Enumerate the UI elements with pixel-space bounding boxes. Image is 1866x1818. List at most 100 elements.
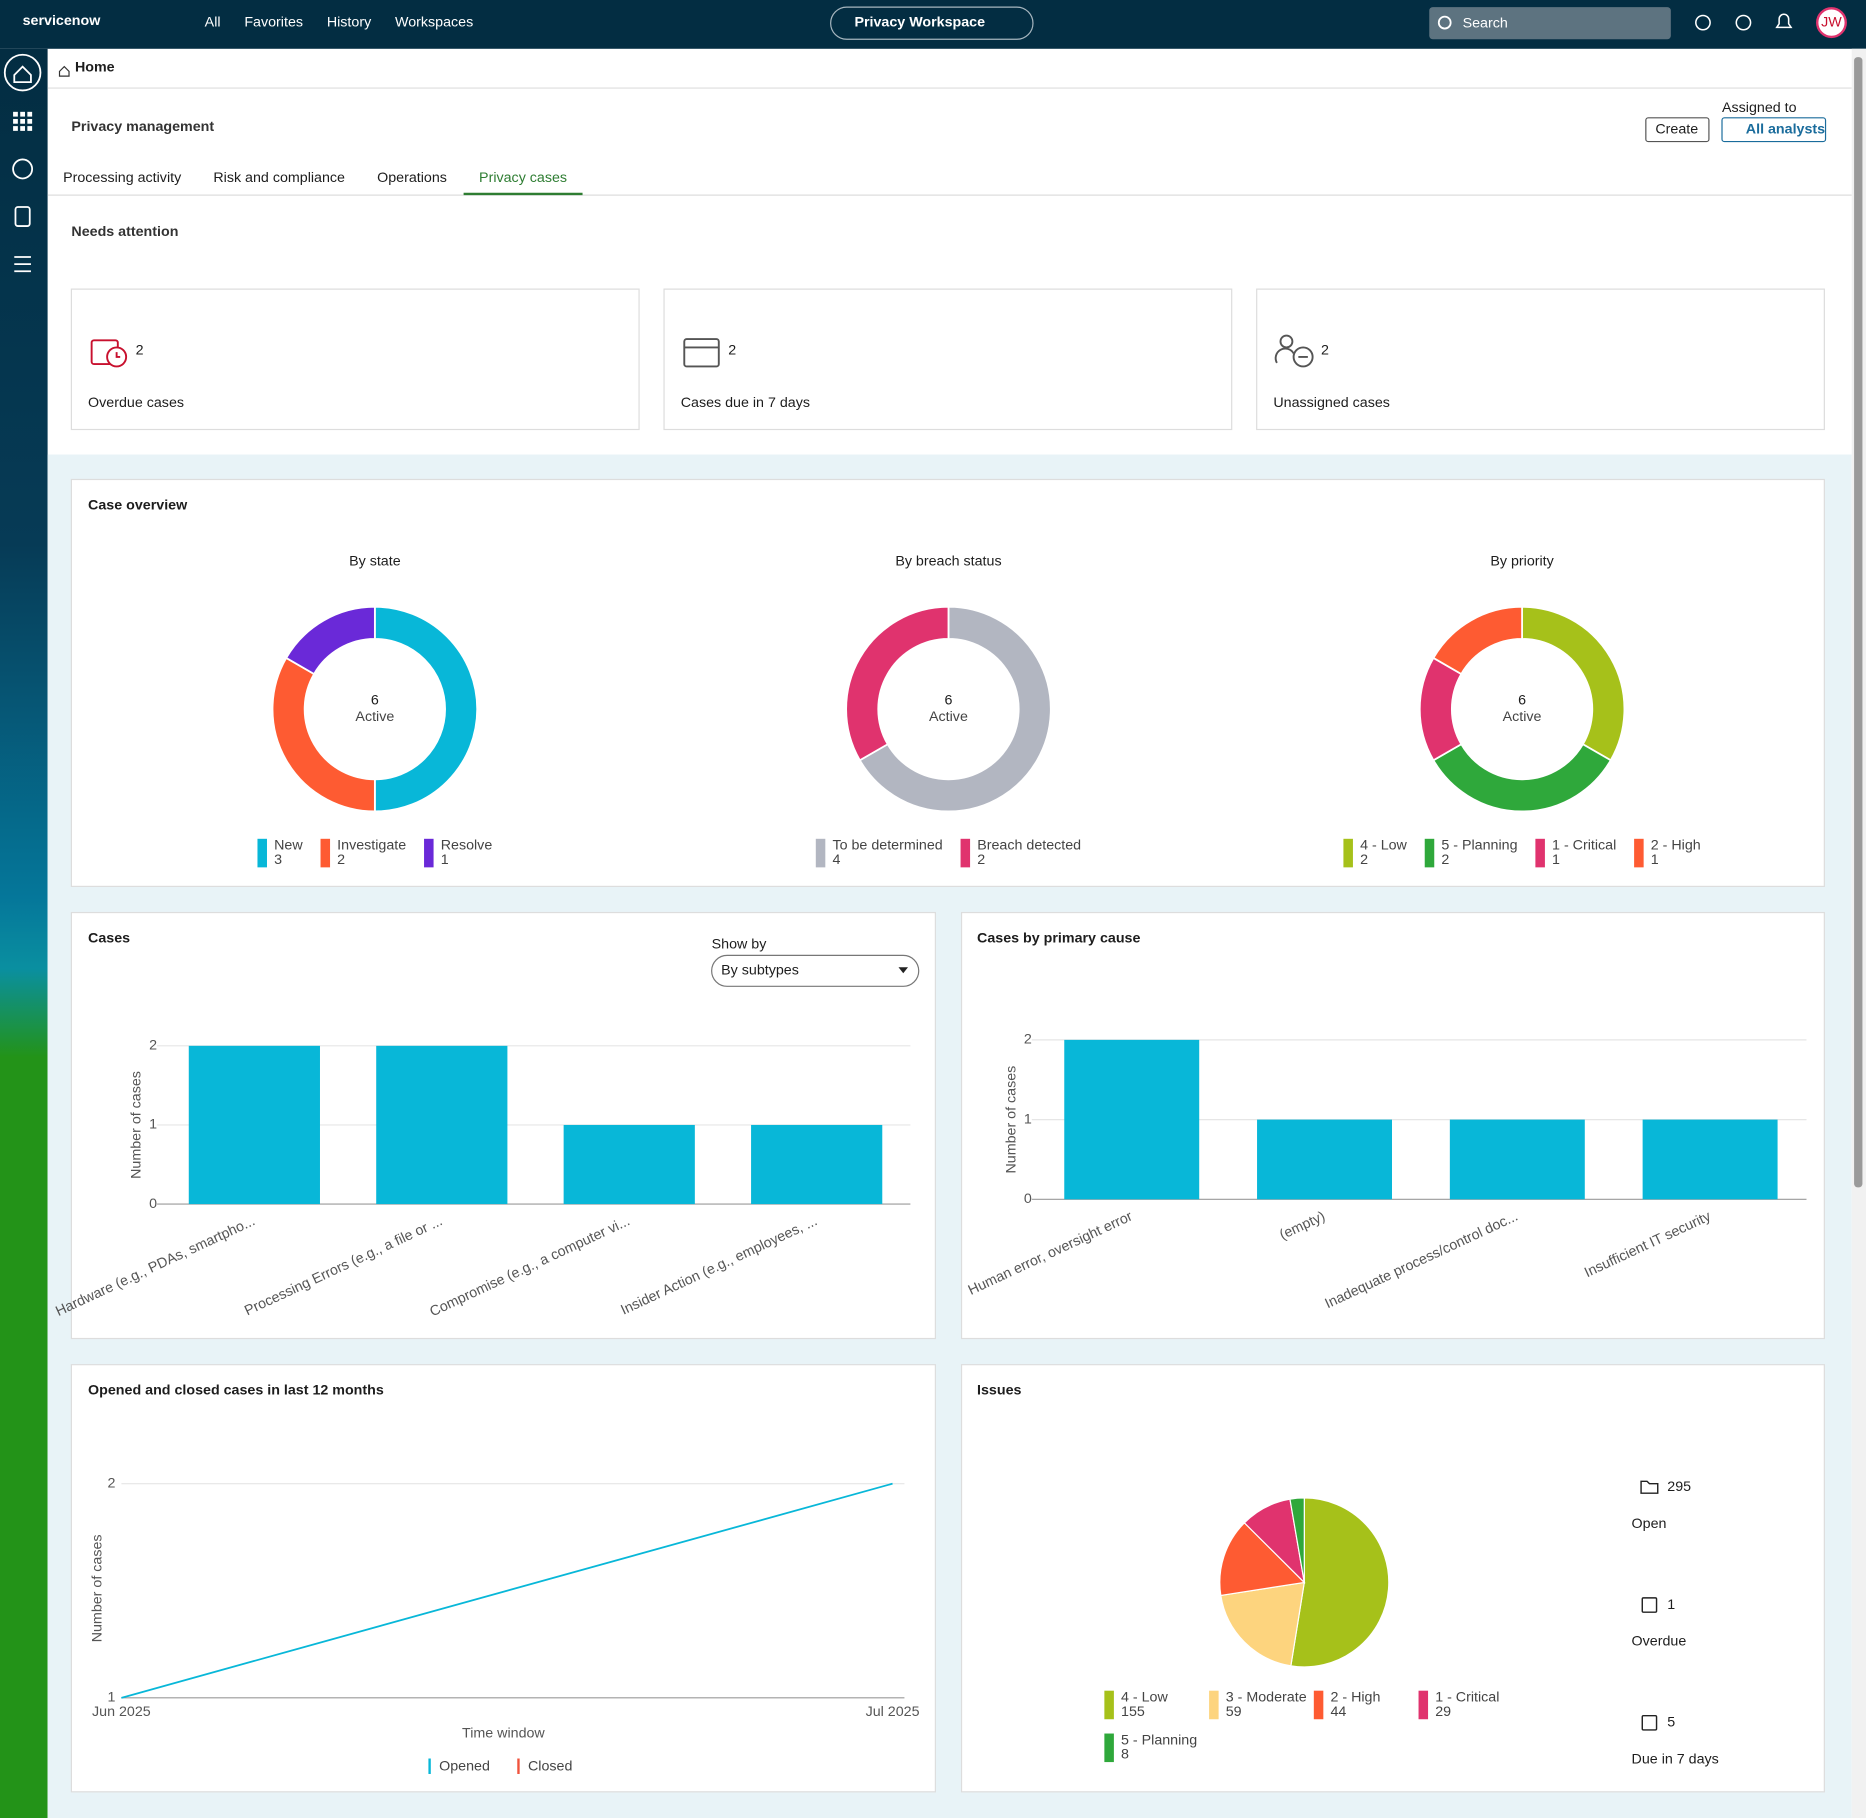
- kpi-value: 2: [728, 343, 736, 359]
- card-title: Opened and closed cases in last 12 month…: [88, 1383, 384, 1399]
- legend-label: 2 - High: [1330, 1690, 1380, 1706]
- search-placeholder: Search: [1463, 16, 1508, 32]
- donut-center-label: Active: [929, 709, 968, 725]
- bar[interactable]: [188, 1045, 320, 1205]
- nav-item[interactable]: Favorites: [244, 14, 303, 30]
- bar[interactable]: [1449, 1119, 1585, 1200]
- legend-label: 5 - Planning: [1121, 1732, 1197, 1748]
- sidebar: [0, 48, 48, 1818]
- y-axis-label: Number of cases: [129, 1071, 145, 1179]
- legend-label: 4 - Low: [1121, 1690, 1168, 1706]
- bar[interactable]: [1064, 1039, 1200, 1200]
- legend-label: 1 - Critical: [1435, 1690, 1499, 1706]
- workspace-pill[interactable]: [830, 6, 1034, 40]
- bell-icon[interactable]: [1775, 13, 1793, 29]
- legend-label: 2 - High: [1651, 838, 1701, 854]
- nav-item[interactable]: All: [205, 14, 221, 30]
- legend-value: 1: [1552, 852, 1560, 868]
- stat-value: 5: [1667, 1715, 1675, 1731]
- legend-swatch: [1634, 838, 1644, 868]
- legend-label: To be determined: [832, 838, 942, 854]
- stat-value: 1: [1667, 1597, 1675, 1613]
- legend-swatch: [320, 838, 331, 868]
- y-tick-label: 2: [1024, 1032, 1032, 1048]
- tab[interactable]: Operations: [377, 170, 447, 186]
- bar[interactable]: [563, 1124, 695, 1205]
- y-tick-label: 2: [149, 1038, 157, 1054]
- avatar[interactable]: [1816, 7, 1847, 39]
- card-title: Issues: [977, 1383, 1021, 1399]
- legend-value: 44: [1330, 1704, 1346, 1720]
- tab[interactable]: Processing activity: [63, 170, 182, 186]
- legend-label: 3 - Moderate: [1226, 1690, 1307, 1706]
- search-box[interactable]: [1429, 7, 1671, 40]
- bar[interactable]: [1257, 1119, 1393, 1200]
- pie-slice[interactable]: [1290, 1497, 1390, 1668]
- create-button[interactable]: [1645, 117, 1710, 143]
- pie-slice[interactable]: [1219, 1522, 1306, 1597]
- donut-center-value: 6: [1518, 693, 1526, 709]
- stat-label: Overdue: [1632, 1634, 1687, 1650]
- tab[interactable]: Privacy cases: [479, 170, 567, 186]
- home-nav[interactable]: [3, 53, 42, 92]
- chart-title: By breach status: [895, 553, 1001, 569]
- x-axis-label: Time window: [462, 1725, 545, 1741]
- legend-swatch: [1209, 1690, 1219, 1720]
- breadcrumb: Home: [75, 60, 115, 76]
- workspace-name[interactable]: Privacy Workspace: [854, 14, 985, 30]
- card-title: Cases by primary cause: [977, 931, 1140, 947]
- legend-value: 1: [1651, 852, 1659, 868]
- bar[interactable]: [376, 1045, 508, 1205]
- create-label: Create: [1655, 121, 1698, 137]
- legend-value: 3: [274, 852, 282, 868]
- scroll-thumb[interactable]: [1854, 57, 1863, 1188]
- line-series: [121, 1482, 893, 1699]
- tasks-icon[interactable]: [12, 158, 34, 180]
- legend-label: 4 - Low: [1360, 838, 1407, 854]
- donut-center-label: Active: [355, 709, 394, 725]
- legend-swatch: [428, 1758, 431, 1774]
- legend-value: 59: [1226, 1704, 1242, 1720]
- stat-value: 295: [1667, 1479, 1691, 1495]
- list-icon[interactable]: [14, 256, 31, 273]
- apps-icon[interactable]: [13, 111, 33, 131]
- home-icon: [13, 65, 32, 83]
- card-icons: [90, 334, 1314, 368]
- control-value[interactable]: By subtypes: [721, 963, 799, 979]
- legend-value: 1: [441, 852, 449, 868]
- tab[interactable]: Risk and compliance: [213, 170, 345, 186]
- x-tick-label: Jun 2025: [92, 1704, 151, 1720]
- control-label: Show by: [712, 936, 768, 952]
- brand: servicenow: [23, 13, 102, 29]
- show-by-select[interactable]: [711, 954, 920, 987]
- donut-segment: [858, 605, 1052, 813]
- stat-label: Open: [1632, 1516, 1667, 1532]
- chat-icon[interactable]: [1695, 14, 1711, 31]
- clipboard-icon[interactable]: [14, 206, 31, 227]
- nav-item[interactable]: Workspaces: [395, 14, 473, 30]
- stat-label: Due in 7 days: [1632, 1751, 1719, 1767]
- legend-swatch: [257, 838, 267, 868]
- nav-item[interactable]: History: [327, 14, 372, 30]
- donut-segment: [1432, 605, 1523, 676]
- pie-slice[interactable]: [1289, 1497, 1305, 1583]
- card-title: Case overview: [88, 497, 188, 513]
- donut-segment: [373, 605, 479, 813]
- legend-value: 8: [1121, 1747, 1129, 1763]
- legend-swatch: [1104, 1690, 1114, 1720]
- legend-label: 5 - Planning: [1441, 838, 1517, 854]
- help-icon[interactable]: [1735, 14, 1752, 31]
- bar[interactable]: [1642, 1119, 1778, 1200]
- avatar-initials: JW: [1821, 14, 1842, 30]
- donut-segment: [845, 605, 950, 762]
- y-tick-label: 0: [149, 1196, 157, 1212]
- chart-title: By priority: [1490, 553, 1554, 569]
- legend-swatch: [1424, 838, 1435, 868]
- legend-swatch: [960, 838, 971, 868]
- bar[interactable]: [751, 1124, 883, 1205]
- legend-label: Breach detected: [977, 838, 1081, 854]
- pie-slice[interactable]: [1220, 1581, 1306, 1667]
- assigned-filter[interactable]: [1721, 117, 1827, 143]
- kpi-label: Cases due in 7 days: [681, 395, 810, 411]
